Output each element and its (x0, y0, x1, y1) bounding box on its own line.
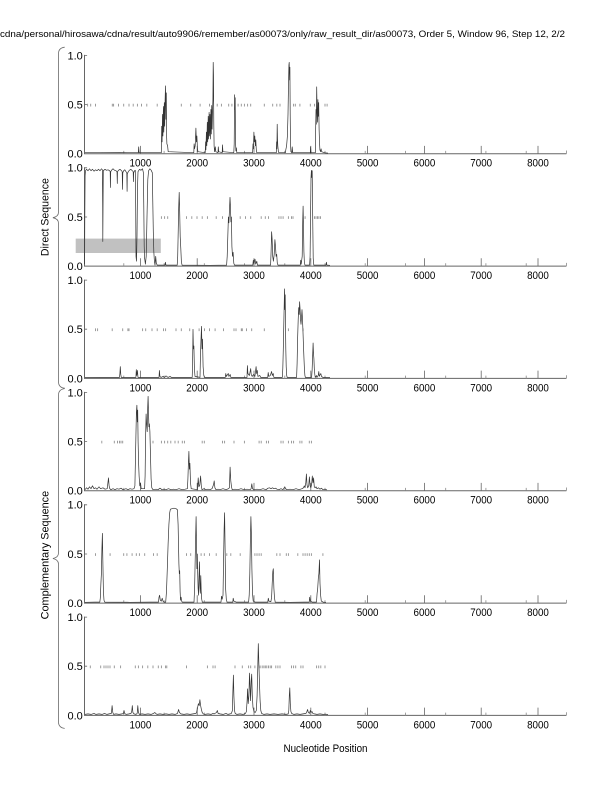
svg-text:7000: 7000 (470, 270, 492, 282)
svg-text:1.0: 1.0 (68, 500, 83, 512)
svg-text:3000: 3000 (243, 382, 265, 394)
svg-text:4000: 4000 (300, 495, 322, 507)
svg-text:2000: 2000 (186, 382, 208, 394)
svg-text:0.0: 0.0 (68, 598, 83, 610)
svg-text:1.0: 1.0 (68, 50, 83, 62)
svg-text:1.0: 1.0 (68, 612, 83, 624)
svg-text:6000: 6000 (414, 495, 436, 507)
svg-text:1.0: 1.0 (68, 275, 83, 287)
svg-text:4000: 4000 (300, 382, 322, 394)
svg-text:3000: 3000 (243, 719, 265, 731)
svg-text:1000: 1000 (130, 607, 152, 619)
svg-text:cdna/personal/hirosawa/cdna/re: cdna/personal/hirosawa/cdna/result/auto9… (0, 29, 565, 39)
svg-text:4000: 4000 (300, 719, 322, 731)
svg-text:7000: 7000 (470, 382, 492, 394)
svg-text:8000: 8000 (527, 382, 549, 394)
svg-text:8000: 8000 (527, 495, 549, 507)
svg-text:5000: 5000 (357, 158, 379, 170)
svg-text:8000: 8000 (527, 158, 549, 170)
svg-text:6000: 6000 (414, 607, 436, 619)
svg-text:5000: 5000 (357, 495, 379, 507)
svg-text:Nucleotide Position: Nucleotide Position (284, 743, 368, 755)
svg-text:7000: 7000 (470, 495, 492, 507)
svg-text:2000: 2000 (186, 270, 208, 282)
svg-text:5000: 5000 (357, 270, 379, 282)
svg-text:0.0: 0.0 (68, 149, 83, 161)
svg-text:8000: 8000 (527, 607, 549, 619)
svg-text:4000: 4000 (300, 158, 322, 170)
svg-text:0.0: 0.0 (68, 261, 83, 273)
svg-text:0.5: 0.5 (68, 100, 83, 112)
svg-text:3000: 3000 (243, 270, 265, 282)
svg-text:0.5: 0.5 (68, 324, 83, 336)
svg-text:0.0: 0.0 (68, 486, 83, 498)
svg-text:6000: 6000 (414, 382, 436, 394)
svg-text:7000: 7000 (470, 607, 492, 619)
svg-text:2000: 2000 (186, 158, 208, 170)
svg-text:3000: 3000 (243, 607, 265, 619)
svg-text:Direct Sequence: Direct Sequence (40, 178, 52, 256)
svg-text:2000: 2000 (186, 719, 208, 731)
svg-text:6000: 6000 (414, 158, 436, 170)
svg-text:0.0: 0.0 (68, 710, 83, 722)
svg-text:5000: 5000 (357, 719, 379, 731)
svg-text:1000: 1000 (130, 158, 152, 170)
svg-text:0.0: 0.0 (68, 373, 83, 385)
svg-text:7000: 7000 (470, 719, 492, 731)
svg-text:1000: 1000 (130, 495, 152, 507)
svg-text:8000: 8000 (527, 270, 549, 282)
svg-text:1.0: 1.0 (68, 387, 83, 399)
svg-text:0.5: 0.5 (68, 436, 83, 448)
svg-text:5000: 5000 (357, 607, 379, 619)
svg-text:1000: 1000 (130, 382, 152, 394)
svg-text:Complementary Sequence: Complementary Sequence (40, 491, 52, 620)
svg-text:0.5: 0.5 (68, 549, 83, 561)
svg-text:0.5: 0.5 (68, 212, 83, 224)
svg-text:1000: 1000 (130, 719, 152, 731)
svg-text:0.5: 0.5 (68, 661, 83, 673)
svg-text:5000: 5000 (357, 382, 379, 394)
svg-text:3000: 3000 (243, 158, 265, 170)
svg-text:4000: 4000 (300, 270, 322, 282)
svg-text:2000: 2000 (186, 607, 208, 619)
svg-text:7000: 7000 (470, 158, 492, 170)
svg-text:2000: 2000 (186, 495, 208, 507)
svg-text:1.0: 1.0 (68, 163, 83, 175)
svg-text:8000: 8000 (527, 719, 549, 731)
svg-text:6000: 6000 (414, 270, 436, 282)
svg-text:1000: 1000 (130, 270, 152, 282)
svg-text:3000: 3000 (243, 495, 265, 507)
svg-text:4000: 4000 (300, 607, 322, 619)
svg-text:6000: 6000 (414, 719, 436, 731)
